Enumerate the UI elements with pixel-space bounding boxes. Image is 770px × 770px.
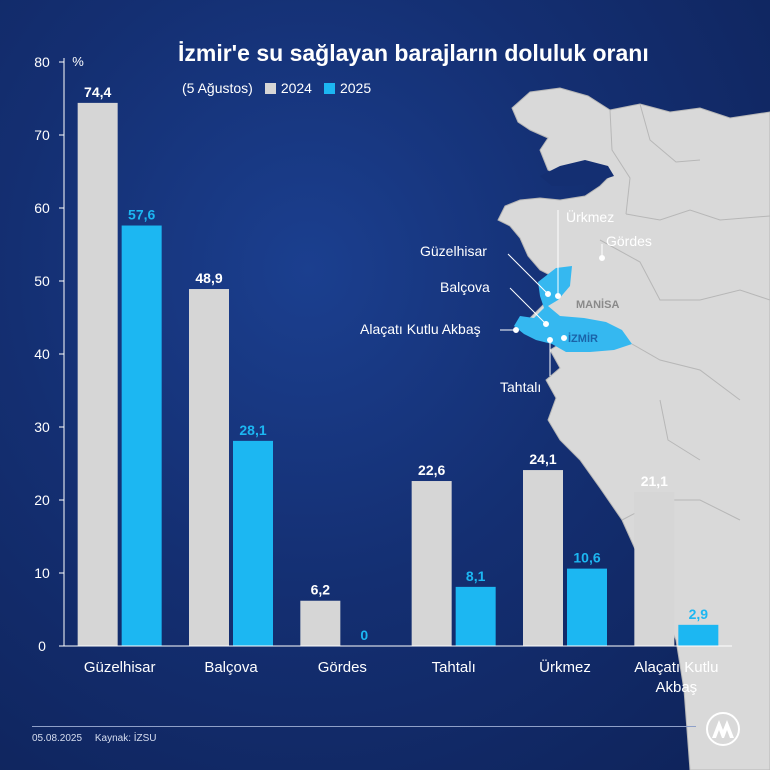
bar-2024 — [411, 481, 452, 646]
data-label-2024: 22,6 — [418, 462, 445, 478]
x-tick-label: Balçova — [204, 659, 258, 676]
region-map: Ürkmez Gördes Güzelhisar Balçova MANİSA … — [360, 87, 770, 770]
x-tick-label: Gördes — [318, 659, 367, 676]
data-label-2024: 24,1 — [529, 451, 556, 467]
legend-date: (5 Ağustos) — [182, 80, 253, 96]
x-axis: Güzelhisar Balçova Gördes Tahtalı Ürkmez Alaç… — [64, 645, 732, 696]
data-label-2025: 8,1 — [466, 568, 486, 584]
data-label-2024: 48,9 — [195, 270, 222, 286]
legend-swatch-2025 — [323, 82, 335, 94]
map-label-guzelhisar: Güzelhisar — [420, 243, 487, 259]
map-pointers — [500, 210, 605, 376]
y-tick-label: 70 — [34, 127, 50, 143]
bar-2025 — [455, 586, 496, 646]
x-tick-label: Akbaş — [655, 679, 697, 696]
bar-2024 — [300, 600, 341, 646]
aa-logo-icon — [706, 712, 740, 746]
map-highlight-izmir — [514, 266, 632, 352]
y-axis: 0 10 20 30 40 50 60 70 80% — [34, 54, 84, 654]
bar-2025 — [233, 440, 273, 646]
bar-2024 — [77, 102, 118, 646]
bar-2025 — [678, 624, 719, 646]
map-label-urkmez: Ürkmez — [566, 208, 614, 225]
y-unit-label: % — [72, 54, 84, 69]
map-label-manisa: MANİSA — [576, 298, 619, 311]
chart-title: İzmir'e su sağlayan barajların doluluk o… — [178, 40, 649, 66]
legend-label-2024: 2024 — [280, 80, 312, 96]
legend-swatch-2024 — [264, 82, 276, 94]
map-label-gordes: Gördes — [606, 233, 652, 249]
y-tick-label: 20 — [34, 492, 50, 508]
data-label-2025: 57,6 — [128, 207, 155, 223]
data-label-2024: 21,1 — [641, 473, 668, 489]
footer-divider — [32, 726, 696, 727]
legend-item-2024: 2024 — [264, 80, 312, 96]
bar-2024 — [634, 491, 675, 646]
map-label-tahtali: Tahtalı — [500, 379, 541, 395]
y-tick-label: 60 — [34, 200, 50, 216]
x-tick-label: Tahtalı — [432, 659, 476, 676]
footer: 05.08.2025 Kaynak: İZSU — [32, 733, 157, 744]
map-label-alacati: Alaçatı Kutlu Akbaş — [360, 321, 481, 337]
y-tick-label: 80 — [34, 54, 50, 70]
data-label-2025: 10,6 — [573, 550, 600, 566]
y-tick-label: 0 — [38, 638, 46, 654]
data-label-2025: 28,1 — [239, 422, 266, 438]
legend-item-2025: 2025 — [323, 80, 372, 96]
x-tick-label: Güzelhisar — [84, 659, 156, 676]
footer-date: 05.08.2025 — [32, 733, 83, 744]
map-label-balcova: Balçova — [440, 279, 490, 295]
bar-2024 — [189, 289, 229, 646]
y-tick-label: 40 — [34, 346, 50, 362]
data-label-2025: 0 — [360, 627, 368, 643]
y-tick-label: 50 — [34, 273, 50, 289]
footer-source: Kaynak: İZSU — [94, 733, 157, 744]
x-tick-label: Ürkmez — [539, 658, 591, 676]
bar-2025 — [121, 225, 162, 646]
legend: (5 Ağustos) 2024 2025 — [182, 80, 383, 96]
bars: 74,4 57,6 48,9 28,1 6,2 0 22,6 8,1 24,1 10,6 21,1 2… — [77, 84, 719, 646]
y-tick-label: 10 — [34, 565, 50, 581]
legend-label-2025: 2025 — [339, 80, 372, 96]
data-label-2025: 2,9 — [689, 606, 709, 622]
bar-2025 — [567, 568, 607, 646]
map-label-izmir: İZMİR — [568, 332, 598, 345]
map-sea-strait — [540, 160, 614, 186]
bar-2024 — [523, 470, 563, 646]
y-tick-label: 30 — [34, 419, 50, 435]
x-tick-label: Alaçatı Kutlu — [634, 659, 718, 676]
data-label-2024: 6,2 — [311, 582, 331, 598]
data-label-2024: 74,4 — [84, 84, 111, 100]
